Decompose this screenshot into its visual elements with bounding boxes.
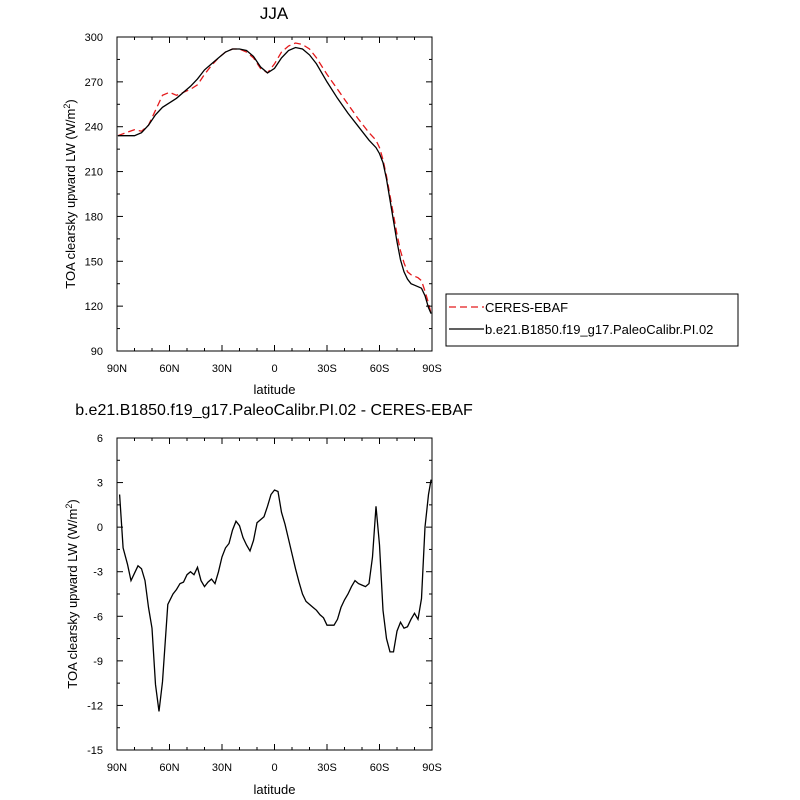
legend-label-1: CERES-EBAF (485, 300, 568, 315)
y-tick-label: -6 (93, 611, 103, 623)
chart-panel-1: JJA 90N 60N 30N 0 30S 60S 90S 90 120 150 180 210 240 2… (62, 4, 442, 397)
y-tick-label: 300 (85, 32, 103, 44)
series-line-2 (117, 46, 432, 314)
y-tick-label: -3 (93, 567, 103, 579)
y-tick-label: 150 (85, 256, 103, 268)
y-tick-label: 210 (85, 167, 103, 179)
x-tick-label: 30S (317, 363, 337, 375)
plot-frame (116, 36, 433, 352)
legend-box (445, 293, 739, 347)
x-tick-label: 60N (159, 363, 179, 375)
x-tick-label: 60S (370, 363, 390, 375)
y-axis-label-tail: ) (65, 499, 80, 503)
x-tick-label: 60S (370, 762, 390, 774)
y-tick-label: 3 (97, 478, 103, 490)
y-axis-label-main: TOA clearsky upward LW (W/m (63, 109, 78, 289)
y-axis-label-tail: ) (63, 99, 78, 103)
x-tick-label: 0 (271, 762, 277, 774)
x-tick-label: 30N (212, 762, 232, 774)
series-line-1 (118, 479, 432, 712)
y-tick-label: 90 (91, 346, 103, 358)
x-axis-label: latitude (254, 782, 296, 797)
x-tick-label: 90S (422, 762, 442, 774)
y-tick-label: 270 (85, 77, 103, 89)
x-tick-label: 90S (422, 363, 442, 375)
y-axis-label: TOA clearsky upward LW (W/m2) (62, 99, 78, 288)
y-axis-label-sup: 2 (64, 504, 74, 509)
x-tick-label: 90N (107, 762, 127, 774)
x-tick-label: 30N (212, 363, 232, 375)
chart-panel-2: b.e21.B1850.f19_g17.PaleoCalibr.PI.02 - … (64, 402, 473, 797)
y-tick-label: -9 (93, 656, 103, 668)
series-line-1 (117, 42, 432, 314)
y-tick-label: 240 (85, 122, 103, 134)
y-tick-label: -12 (87, 700, 103, 712)
x-tick-label: 90N (107, 363, 127, 375)
y-tick-label: 120 (85, 301, 103, 313)
x-tick-label: 60N (159, 762, 179, 774)
y-tick-label: 6 (97, 433, 103, 445)
y-tick-label: 180 (85, 211, 103, 223)
legend: CERES-EBAF b.e21.B1850.f19_g17.PaleoCalib… (445, 293, 739, 347)
plot-frame (116, 437, 433, 751)
y-axis-label: TOA clearsky upward LW (W/m2) (64, 499, 80, 688)
x-tick-label: 0 (271, 363, 277, 375)
legend-label-2: b.e21.B1850.f19_g17.PaleoCalibr.PI.02 (485, 322, 713, 337)
x-tick-label: 30S (317, 762, 337, 774)
chart-title: b.e21.B1850.f19_g17.PaleoCalibr.PI.02 - … (75, 402, 473, 419)
y-tick-label: -15 (87, 745, 103, 757)
y-axis-label-sup: 2 (62, 104, 72, 109)
x-axis-label: latitude (254, 382, 296, 397)
y-tick-label: 0 (97, 522, 103, 534)
chart-title: JJA (260, 4, 289, 23)
y-axis-label-main: TOA clearsky upward LW (W/m (65, 509, 80, 689)
